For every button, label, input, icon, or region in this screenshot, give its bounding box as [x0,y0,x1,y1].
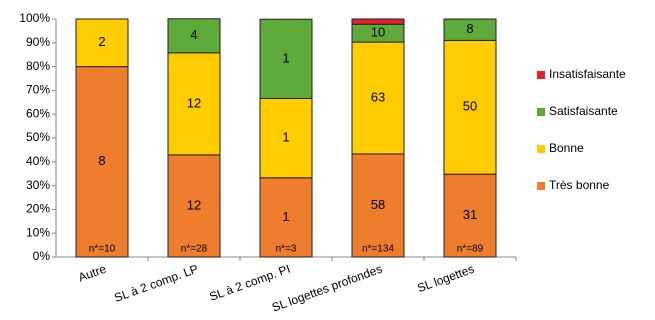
bar-segment [167,154,221,258]
x-tick-label: SL logettes [415,262,476,296]
x-tick-label: SL à 2 comp. LP [112,262,200,305]
segment-label: 63 [371,89,385,104]
y-tick-label: 100% [19,11,50,25]
segment-label: 12 [187,197,201,212]
bar-segment [167,52,221,156]
n-label: n*=134 [362,244,394,255]
bar-segment [351,18,405,25]
segment-label: 2 [98,34,105,49]
legend-swatch [537,182,545,190]
y-tick-label: 60% [26,106,50,120]
legend-swatch [537,145,545,153]
bar-segment [351,153,405,258]
n-label: n*=28 [181,244,208,255]
segment-label: 31 [463,207,477,222]
segment-label: 12 [187,95,201,110]
n-label: n*=10 [89,244,116,255]
y-tick-label: 40% [26,154,50,168]
legend-swatch [537,71,545,79]
legend-swatch [537,108,545,116]
bar-segment [443,173,497,258]
bar-segment [75,66,129,258]
y-tick-label: 0% [33,249,51,263]
segment-label: 8 [98,153,105,168]
n-label: n*=89 [457,244,484,255]
legend-label: Insatisfaisante [549,67,626,81]
y-tick-label: 90% [26,35,50,49]
legend-label: Satisfaisante [549,104,618,118]
bar-segment [351,41,405,155]
legend-label: Très bonne [549,178,610,192]
bar-segment [443,18,497,41]
segment-label: 4 [190,27,197,42]
y-tick-label: 20% [26,202,50,216]
bar-segment [259,18,313,99]
bar-segment [259,177,313,258]
x-tick-label: Autre [76,262,108,285]
y-tick-label: 80% [26,59,50,73]
y-tick-label: 30% [26,178,50,192]
y-tick-label: 10% [26,225,50,239]
segment-label: 10 [371,25,385,40]
segment-label: 1 [282,209,289,224]
bar-segment [443,39,497,175]
segment-label: 8 [466,21,473,36]
y-tick-label: 70% [26,83,50,97]
segment-label: 1 [282,50,289,65]
legend-label: Bonne [549,141,584,155]
segment-label: 58 [371,197,385,212]
n-label: n*=3 [276,244,297,255]
bar-segment [167,18,221,54]
segment-label: 50 [463,99,477,114]
y-tick-label: 50% [26,130,50,144]
segment-label: 1 [282,130,289,145]
bar-segment [75,18,129,68]
